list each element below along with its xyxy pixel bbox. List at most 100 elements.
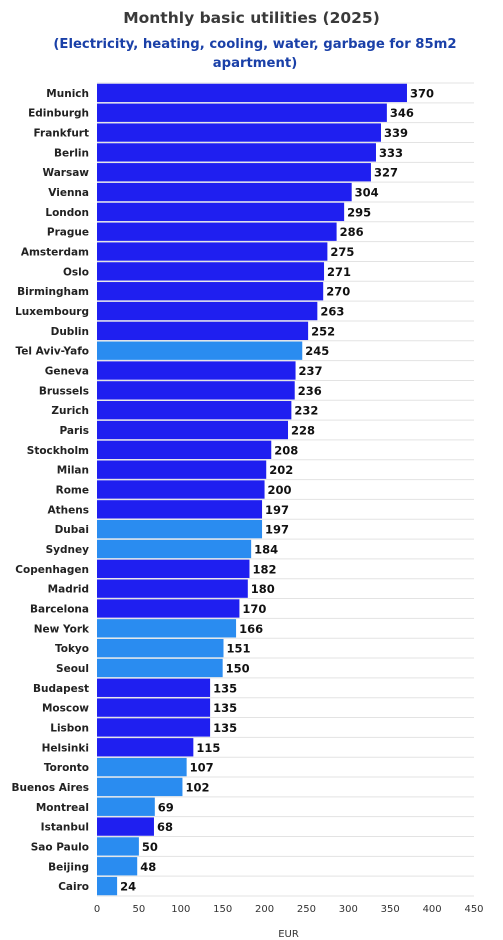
- category-label: Istanbul: [41, 822, 89, 834]
- value-label: 102: [185, 780, 209, 794]
- bar-toronto: [97, 757, 187, 777]
- value-label: 263: [320, 305, 344, 319]
- bar-zurich: [97, 401, 292, 420]
- category-label: Buenos Aires: [12, 782, 89, 794]
- value-label: 202: [269, 463, 293, 477]
- category-label: Stockholm: [27, 445, 89, 457]
- category-label: Athens: [48, 504, 89, 516]
- bar-birmingham: [97, 282, 324, 301]
- category-label: Dublin: [51, 326, 89, 338]
- category-label: Zurich: [51, 405, 89, 417]
- category-label: Vienna: [48, 187, 89, 199]
- value-label: 197: [265, 503, 289, 517]
- category-label: Milan: [57, 465, 89, 477]
- category-label: Seoul: [56, 663, 89, 675]
- value-label: 151: [227, 642, 251, 656]
- value-label: 339: [384, 126, 408, 140]
- x-tick-label: 250: [297, 904, 316, 915]
- bar-sydney: [97, 539, 252, 559]
- value-label: 275: [330, 245, 354, 259]
- bar-montreal: [97, 797, 155, 816]
- value-label: 346: [390, 106, 414, 120]
- bar-warsaw: [97, 163, 371, 182]
- value-label: 270: [326, 285, 350, 299]
- value-label: 228: [291, 424, 315, 438]
- category-label: New York: [34, 623, 90, 635]
- value-label: 180: [251, 582, 275, 596]
- chart-title: Monthly basic utilities (2025): [123, 9, 380, 27]
- category-label: Moscow: [42, 703, 89, 715]
- value-label: 327: [374, 166, 398, 180]
- x-axis-title: EUR: [278, 929, 299, 940]
- bar-oslo: [97, 262, 325, 281]
- value-label: 208: [274, 443, 298, 457]
- category-label: Montreal: [36, 802, 89, 814]
- bar-seoul: [97, 658, 223, 678]
- category-label: Cairo: [58, 881, 89, 893]
- bar-stockholm: [97, 440, 272, 460]
- category-label: Geneva: [45, 366, 89, 378]
- bar-copenhagen: [97, 559, 250, 578]
- category-label: Brussels: [39, 385, 89, 397]
- bar-munich: [97, 83, 407, 103]
- bar-dubai: [97, 519, 263, 539]
- bar-frankfurt: [97, 123, 382, 142]
- bar-lisbon: [97, 718, 211, 737]
- value-label: 286: [340, 225, 364, 239]
- bar-beijing: [97, 857, 138, 876]
- bar-geneva: [97, 361, 296, 380]
- value-label: 182: [252, 562, 276, 576]
- x-tick-label: 400: [423, 904, 442, 915]
- category-label: Tel Aviv-Yafo: [15, 346, 89, 358]
- bar-moscow: [97, 698, 211, 717]
- x-tick-label: 50: [133, 904, 146, 915]
- bar-vienna: [97, 182, 352, 202]
- x-tick-label: 350: [381, 904, 400, 915]
- category-label: Barcelona: [30, 603, 89, 615]
- value-label: 295: [347, 205, 371, 219]
- category-label: Munich: [46, 88, 89, 100]
- value-label: 304: [355, 186, 379, 200]
- category-label: Amsterdam: [21, 247, 89, 259]
- value-label: 200: [268, 483, 292, 497]
- value-label: 48: [140, 860, 156, 874]
- category-label: Lisbon: [50, 722, 89, 734]
- category-label: Sao Paulo: [31, 841, 89, 853]
- bar-edinburgh: [97, 103, 387, 122]
- x-tick-label: 100: [171, 904, 190, 915]
- bar-amsterdam: [97, 242, 328, 261]
- value-label: 69: [158, 800, 174, 814]
- bar-new-york: [97, 619, 237, 638]
- category-label: Frankfurt: [34, 128, 89, 140]
- value-label: 135: [213, 701, 237, 715]
- value-label: 236: [298, 384, 322, 398]
- category-label: Toronto: [44, 762, 89, 774]
- value-label: 370: [410, 86, 434, 100]
- category-label: Berlin: [54, 147, 89, 159]
- bar-london: [97, 202, 345, 222]
- value-label: 232: [294, 404, 318, 418]
- chart-subtitle: (Electricity, heating, cooling, water, g…: [53, 37, 457, 71]
- bar-sao-paulo: [97, 837, 139, 856]
- bar-helsinki: [97, 738, 194, 757]
- x-tick-label: 200: [255, 904, 274, 915]
- bar-paris: [97, 420, 289, 440]
- bar-tel-aviv-yafo: [97, 341, 303, 360]
- category-label: Dubai: [55, 524, 89, 536]
- category-label: Prague: [47, 227, 89, 239]
- value-label: 245: [305, 344, 329, 358]
- bar-berlin: [97, 143, 376, 162]
- value-label: 333: [379, 146, 403, 160]
- value-label: 166: [239, 622, 263, 636]
- value-label: 252: [311, 324, 335, 338]
- x-tick-label: 450: [464, 904, 483, 915]
- bar-buenos-aires: [97, 777, 183, 797]
- category-label: London: [45, 207, 89, 219]
- category-label: Luxembourg: [15, 306, 89, 318]
- bar-rome: [97, 480, 265, 499]
- category-label: Copenhagen: [15, 564, 89, 576]
- bar-budapest: [97, 678, 211, 697]
- value-label: 271: [327, 265, 351, 279]
- category-label: Sydney: [46, 544, 90, 556]
- category-label: Budapest: [33, 683, 89, 695]
